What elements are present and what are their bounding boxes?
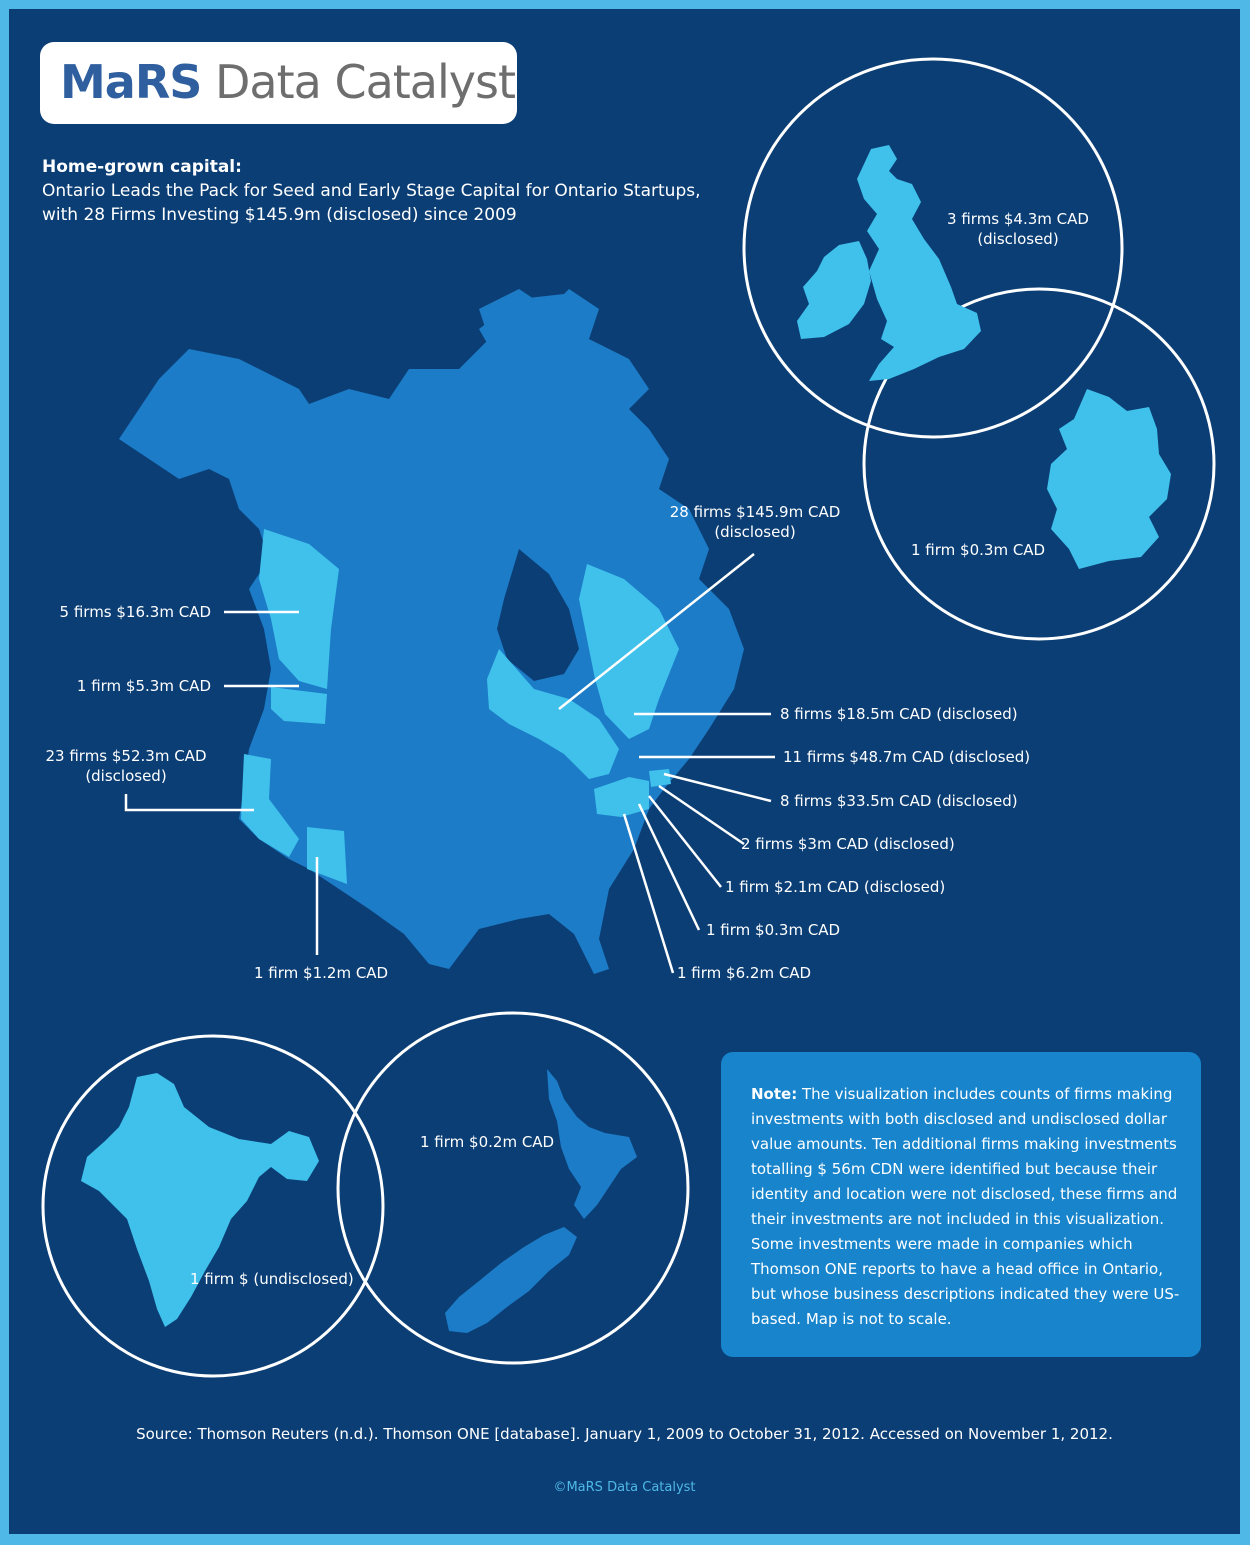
arizona-label: 1 firm $1.2m CAD bbox=[254, 964, 389, 982]
north-america-shape bbox=[119, 289, 744, 974]
uk-label: 3 firms $4.3m CAD (disclosed) bbox=[937, 209, 1099, 249]
logo-box: MaRS Data Catalyst bbox=[40, 42, 517, 124]
new-zealand-inset-circle bbox=[336, 1011, 690, 1365]
british-columbia-shape bbox=[259, 529, 339, 689]
new-zealand-south-island-shape bbox=[445, 1227, 577, 1333]
logo-mars: MaRS bbox=[60, 55, 202, 109]
pennsylvania-label-b: 1 firm $6.2m CAD bbox=[677, 964, 812, 982]
copyright: ©MaRS Data Catalyst bbox=[553, 1480, 696, 1495]
source-citation: Source: Thomson Reuters (n.d.). Thomson … bbox=[136, 1425, 1113, 1443]
massachusetts-shape bbox=[649, 769, 671, 787]
arizona-shape bbox=[307, 827, 347, 884]
new-zealand-label: 1 firm $0.2m CAD bbox=[420, 1133, 555, 1151]
note-text: Note: The visualization includes counts … bbox=[751, 1082, 1181, 1332]
germany-inset-circle bbox=[862, 287, 1216, 641]
uk-shape bbox=[857, 145, 981, 381]
germany-shape bbox=[1047, 389, 1171, 569]
logo-data-catalyst: Data Catalyst bbox=[215, 55, 516, 109]
california-label: 23 firms $52.3m CAD (disclosed) bbox=[31, 746, 221, 786]
hudson-bay-shape bbox=[497, 549, 579, 681]
india-label: 1 firm $ (undisclosed) bbox=[190, 1270, 354, 1288]
ireland-shape bbox=[797, 241, 871, 339]
california-label-line-2: (disclosed) bbox=[85, 767, 167, 785]
connecticut-label: 2 firms $3m CAD (disclosed) bbox=[741, 835, 955, 853]
washington-label: 1 firm $5.3m CAD bbox=[76, 677, 211, 695]
map-graphic bbox=[41, 57, 1216, 1378]
uk-inset-circle bbox=[742, 57, 1124, 439]
washington-shape bbox=[271, 687, 327, 724]
new-york-label: 11 firms $48.7m CAD (disclosed) bbox=[783, 748, 1031, 766]
uk-label-line-2: (disclosed) bbox=[977, 230, 1059, 248]
bc-label: 5 firms $16.3m CAD bbox=[59, 603, 211, 621]
new-jersey-label: 1 firm $2.1m CAD (disclosed) bbox=[725, 878, 946, 896]
heading-line-1: Ontario Leads the Pack for Seed and Earl… bbox=[42, 181, 701, 201]
leader-lines bbox=[124, 553, 775, 974]
quebec-label: 8 firms $18.5m CAD (disclosed) bbox=[780, 705, 1018, 723]
infographic-frame: MaRS Data Catalyst Home-grown capital: O… bbox=[9, 9, 1240, 1534]
quebec-shape bbox=[579, 564, 679, 739]
logo: MaRS Data Catalyst bbox=[60, 52, 516, 112]
germany-label: 1 firm $0.3m CAD bbox=[911, 541, 1046, 559]
heading-title: Home-grown capital: bbox=[42, 157, 242, 177]
heading-line-2: with 28 Firms Investing $145.9m (disclos… bbox=[42, 205, 517, 225]
page-heading: Home-grown capital: Ontario Leads the Pa… bbox=[42, 155, 762, 227]
california-shape bbox=[241, 754, 299, 857]
pennsylvania-label-a: 1 firm $0.3m CAD bbox=[706, 921, 841, 939]
india-shape bbox=[81, 1073, 319, 1327]
ontario-label: 28 firms $145.9m CAD (disclosed) bbox=[664, 502, 846, 542]
india-inset-circle bbox=[41, 1034, 385, 1378]
ontario-label-line-2: (disclosed) bbox=[714, 523, 796, 541]
ontario-shape bbox=[487, 649, 619, 779]
note-heading: Note: bbox=[751, 1085, 798, 1103]
california-label-line-1: 23 firms $52.3m CAD bbox=[45, 747, 207, 765]
ontario-label-line-1: 28 firms $145.9m CAD bbox=[669, 503, 841, 521]
massachusetts-label: 8 firms $33.5m CAD (disclosed) bbox=[780, 792, 1018, 810]
arctic-islands-shape bbox=[479, 294, 589, 364]
new-zealand-north-island-shape bbox=[547, 1069, 637, 1219]
uk-label-line-1: 3 firms $4.3m CAD bbox=[947, 210, 1089, 228]
note-box: Note: The visualization includes counts … bbox=[721, 1052, 1201, 1357]
note-body: The visualization includes counts of fir… bbox=[751, 1085, 1180, 1328]
new-york-shape bbox=[594, 777, 649, 817]
